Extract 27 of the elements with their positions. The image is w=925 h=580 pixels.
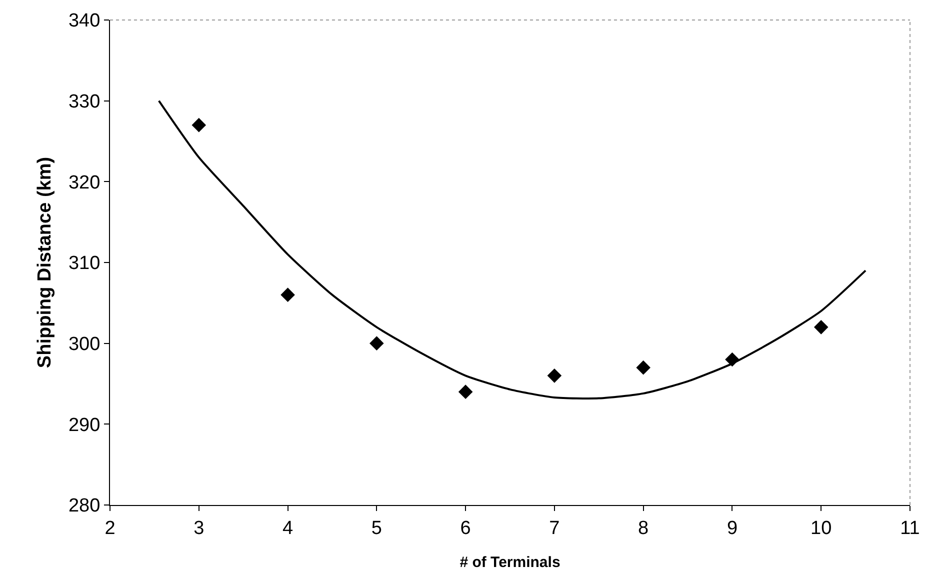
- point: [370, 336, 384, 350]
- x-tick-label: 11: [900, 518, 920, 539]
- x-tick-label: 10: [810, 518, 832, 539]
- x-tick-label: 5: [371, 518, 382, 539]
- x-tick-label: 6: [460, 518, 471, 539]
- y-tick-label: 340: [68, 10, 100, 32]
- x-tick-label: 3: [194, 518, 204, 539]
- x-tick-label: 4: [282, 518, 294, 539]
- y-tick-label: 280: [68, 496, 100, 517]
- point: [192, 118, 206, 132]
- x-tick-label: 7: [549, 518, 560, 539]
- x-tick-label: 2: [104, 518, 116, 539]
- y-tick-label: 300: [68, 334, 100, 355]
- y-tick-label: 330: [68, 91, 100, 112]
- y-tick-label: 320: [68, 172, 100, 194]
- point: [280, 288, 295, 302]
- y-tick-label: 290: [68, 414, 100, 436]
- point: [636, 360, 650, 375]
- y-axis-title: Shipping Distance (km): [34, 156, 56, 368]
- x-axis-title: # of Terminals: [460, 554, 560, 571]
- line-series: [158, 100, 867, 400]
- point: [547, 368, 562, 383]
- x-tick-label: 8: [638, 518, 649, 539]
- y-tick-label: 310: [68, 253, 100, 274]
- point: [814, 320, 828, 334]
- point: [458, 384, 473, 399]
- x-tick-label: 9: [726, 518, 738, 539]
